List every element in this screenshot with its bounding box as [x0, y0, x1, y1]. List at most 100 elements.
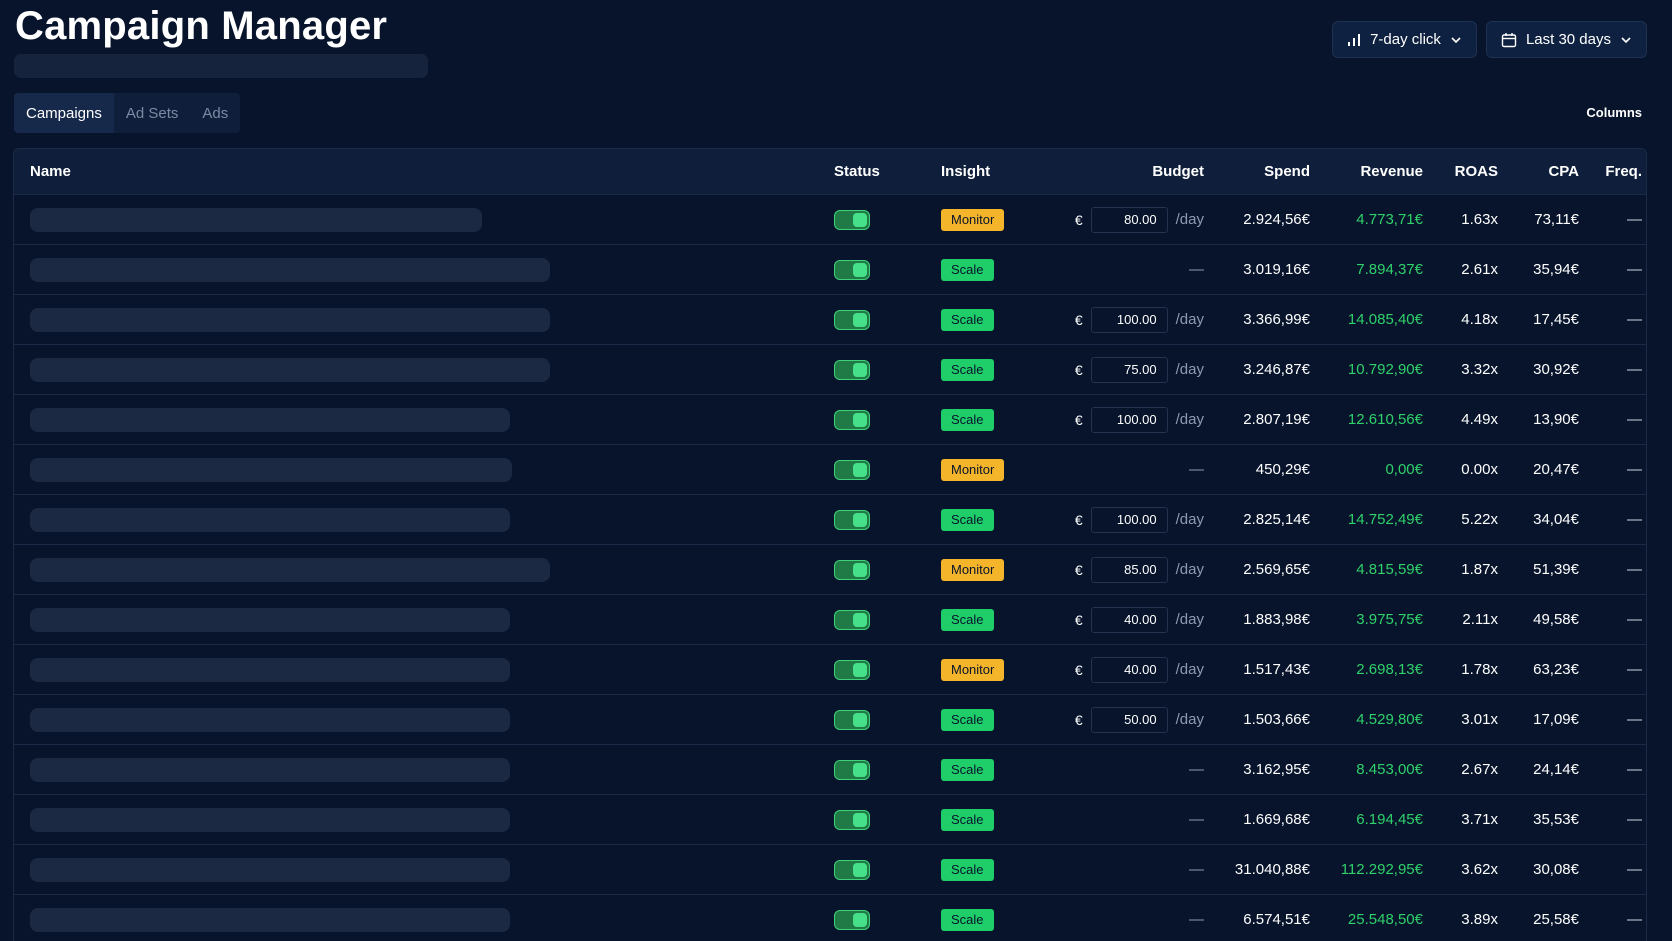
- status-toggle[interactable]: [834, 559, 870, 580]
- status-toggle[interactable]: [834, 459, 870, 480]
- status-toggle[interactable]: [834, 509, 870, 530]
- date-range-dropdown[interactable]: Last 30 days: [1485, 21, 1647, 58]
- freq-cell: —: [1627, 461, 1642, 478]
- calendar-icon: [1501, 32, 1517, 48]
- campaign-name-placeholder: [30, 407, 510, 432]
- tab-ads[interactable]: Ads: [202, 104, 229, 122]
- column-header-spend[interactable]: Spend: [1264, 163, 1310, 180]
- status-toggle[interactable]: [834, 209, 870, 230]
- chevron-down-icon: [1620, 34, 1632, 46]
- budget-input[interactable]: [1090, 506, 1168, 533]
- budget-per-day: /day: [1175, 211, 1204, 228]
- budget-cell: € /day: [1054, 545, 1204, 594]
- table-row[interactable]: Monitor € /day 1.517,43€ 2.698,13€ 1.78x 63,23…: [14, 645, 1646, 695]
- table-row[interactable]: Scale — 31.040,88€ 112.292,95€ 3.62x 30,08€ —: [14, 845, 1646, 895]
- revenue-cell: 4.529,80€: [1356, 711, 1423, 728]
- attribution-dropdown[interactable]: 7-day click: [1332, 21, 1477, 58]
- budget-cell: —: [1054, 895, 1204, 941]
- budget-currency: €: [1074, 411, 1083, 428]
- status-toggle[interactable]: [834, 709, 870, 730]
- budget-per-day: /day: [1175, 511, 1204, 528]
- budget-empty: —: [1189, 461, 1204, 478]
- budget-currency: €: [1074, 211, 1083, 228]
- budget-input[interactable]: [1090, 606, 1168, 633]
- freq-cell: —: [1627, 711, 1642, 728]
- budget-input[interactable]: [1090, 556, 1168, 583]
- column-header-revenue[interactable]: Revenue: [1360, 163, 1423, 180]
- column-header-budget[interactable]: Budget: [1152, 163, 1204, 180]
- campaign-name-cell: [30, 545, 590, 594]
- table-body: Monitor € /day 2.924,56€ 4.773,71€ 1.63x 73,11…: [14, 195, 1646, 941]
- revenue-cell: 2.698,13€: [1356, 661, 1423, 678]
- insight-badge: Scale: [941, 258, 994, 281]
- insight-badge: Monitor: [941, 458, 1005, 481]
- budget-empty: —: [1189, 861, 1204, 878]
- table-row[interactable]: Monitor € /day 2.569,65€ 4.815,59€ 1.87x 51,39…: [14, 545, 1646, 595]
- status-toggle[interactable]: [834, 659, 870, 680]
- campaign-name-cell: [30, 645, 590, 694]
- status-toggle[interactable]: [834, 359, 870, 380]
- budget-input[interactable]: [1090, 406, 1168, 433]
- budget-input[interactable]: [1090, 306, 1168, 333]
- tab-campaigns[interactable]: Campaigns: [14, 93, 114, 133]
- column-header-roas[interactable]: ROAS: [1454, 163, 1498, 180]
- budget-input[interactable]: [1090, 656, 1168, 683]
- insight-badge: Scale: [941, 808, 994, 831]
- column-header-status[interactable]: Status: [834, 163, 880, 180]
- table-row[interactable]: Scale € /day 2.807,19€ 12.610,56€ 4.49x 13,90€…: [14, 395, 1646, 445]
- budget-input[interactable]: [1090, 356, 1168, 383]
- insight-cell: Scale: [941, 495, 1021, 544]
- status-toggle[interactable]: [834, 259, 870, 280]
- status-toggle[interactable]: [834, 409, 870, 430]
- spend-cell: 2.807,19€: [1243, 411, 1310, 428]
- table-row[interactable]: Scale — 6.574,51€ 25.548,50€ 3.89x 25,58€ —: [14, 895, 1646, 941]
- revenue-cell: 6.194,45€: [1356, 811, 1423, 828]
- campaign-name-cell: [30, 895, 590, 941]
- column-header-cpa[interactable]: CPA: [1548, 163, 1579, 180]
- budget-input[interactable]: [1090, 206, 1168, 233]
- campaign-name-cell: [30, 195, 590, 244]
- roas-cell: 2.67x: [1461, 761, 1498, 778]
- insight-badge: Monitor: [941, 658, 1005, 681]
- table-row[interactable]: Scale — 1.669,68€ 6.194,45€ 3.71x 35,53€ —: [14, 795, 1646, 845]
- campaign-name-placeholder: [30, 307, 550, 332]
- budget-input[interactable]: [1090, 706, 1168, 733]
- status-toggle[interactable]: [834, 609, 870, 630]
- insight-cell: Scale: [941, 345, 1021, 394]
- table-row[interactable]: Monitor — 450,29€ 0,00€ 0.00x 20,47€ —: [14, 445, 1646, 495]
- status-toggle[interactable]: [834, 759, 870, 780]
- tab-ad-sets[interactable]: Ad Sets: [125, 104, 179, 122]
- revenue-cell: 8.453,00€: [1356, 761, 1423, 778]
- column-header-freq[interactable]: Freq.: [1605, 163, 1642, 180]
- status-toggle[interactable]: [834, 859, 870, 880]
- toggle-knob: [853, 912, 867, 927]
- budget-currency: €: [1074, 361, 1083, 378]
- campaign-name-placeholder: [30, 807, 510, 832]
- insight-cell: Scale: [941, 595, 1021, 644]
- columns-button[interactable]: Columns: [1586, 105, 1642, 120]
- table-row[interactable]: Scale € /day 1.883,98€ 3.975,75€ 2.11x 49,58€ —: [14, 595, 1646, 645]
- insight-badge: Monitor: [941, 208, 1005, 231]
- column-header-insight[interactable]: Insight: [941, 163, 991, 180]
- roas-cell: 3.89x: [1461, 911, 1498, 928]
- spend-cell: 1.883,98€: [1243, 611, 1310, 628]
- spend-cell: 1.669,68€: [1243, 811, 1310, 828]
- status-toggle[interactable]: [834, 809, 870, 830]
- table-row[interactable]: Scale € /day 3.246,87€ 10.792,90€ 3.32x 30,92€…: [14, 345, 1646, 395]
- attribution-label: 7-day click: [1370, 31, 1441, 48]
- insight-badge: Scale: [941, 508, 994, 531]
- table-row[interactable]: Scale — 3.162,95€ 8.453,00€ 2.67x 24,14€ —: [14, 745, 1646, 795]
- toggle-knob: [853, 562, 867, 577]
- status-toggle[interactable]: [834, 309, 870, 330]
- cpa-cell: 30,08€: [1533, 861, 1579, 878]
- table-row[interactable]: Monitor € /day 2.924,56€ 4.773,71€ 1.63x 73,11…: [14, 195, 1646, 245]
- table-row[interactable]: Scale € /day 3.366,99€ 14.085,40€ 4.18x 17,45€…: [14, 295, 1646, 345]
- column-header-name[interactable]: Name: [30, 163, 71, 180]
- spend-cell: 450,29€: [1255, 461, 1310, 478]
- table-row[interactable]: Scale — 3.019,16€ 7.894,37€ 2.61x 35,94€ —: [14, 245, 1646, 295]
- table-row[interactable]: Scale € /day 1.503,66€ 4.529,80€ 3.01x 17,09€ —: [14, 695, 1646, 745]
- budget-cell: € /day: [1054, 695, 1204, 744]
- status-toggle[interactable]: [834, 909, 870, 930]
- table-row[interactable]: Scale € /day 2.825,14€ 14.752,49€ 5.22x 34,04€…: [14, 495, 1646, 545]
